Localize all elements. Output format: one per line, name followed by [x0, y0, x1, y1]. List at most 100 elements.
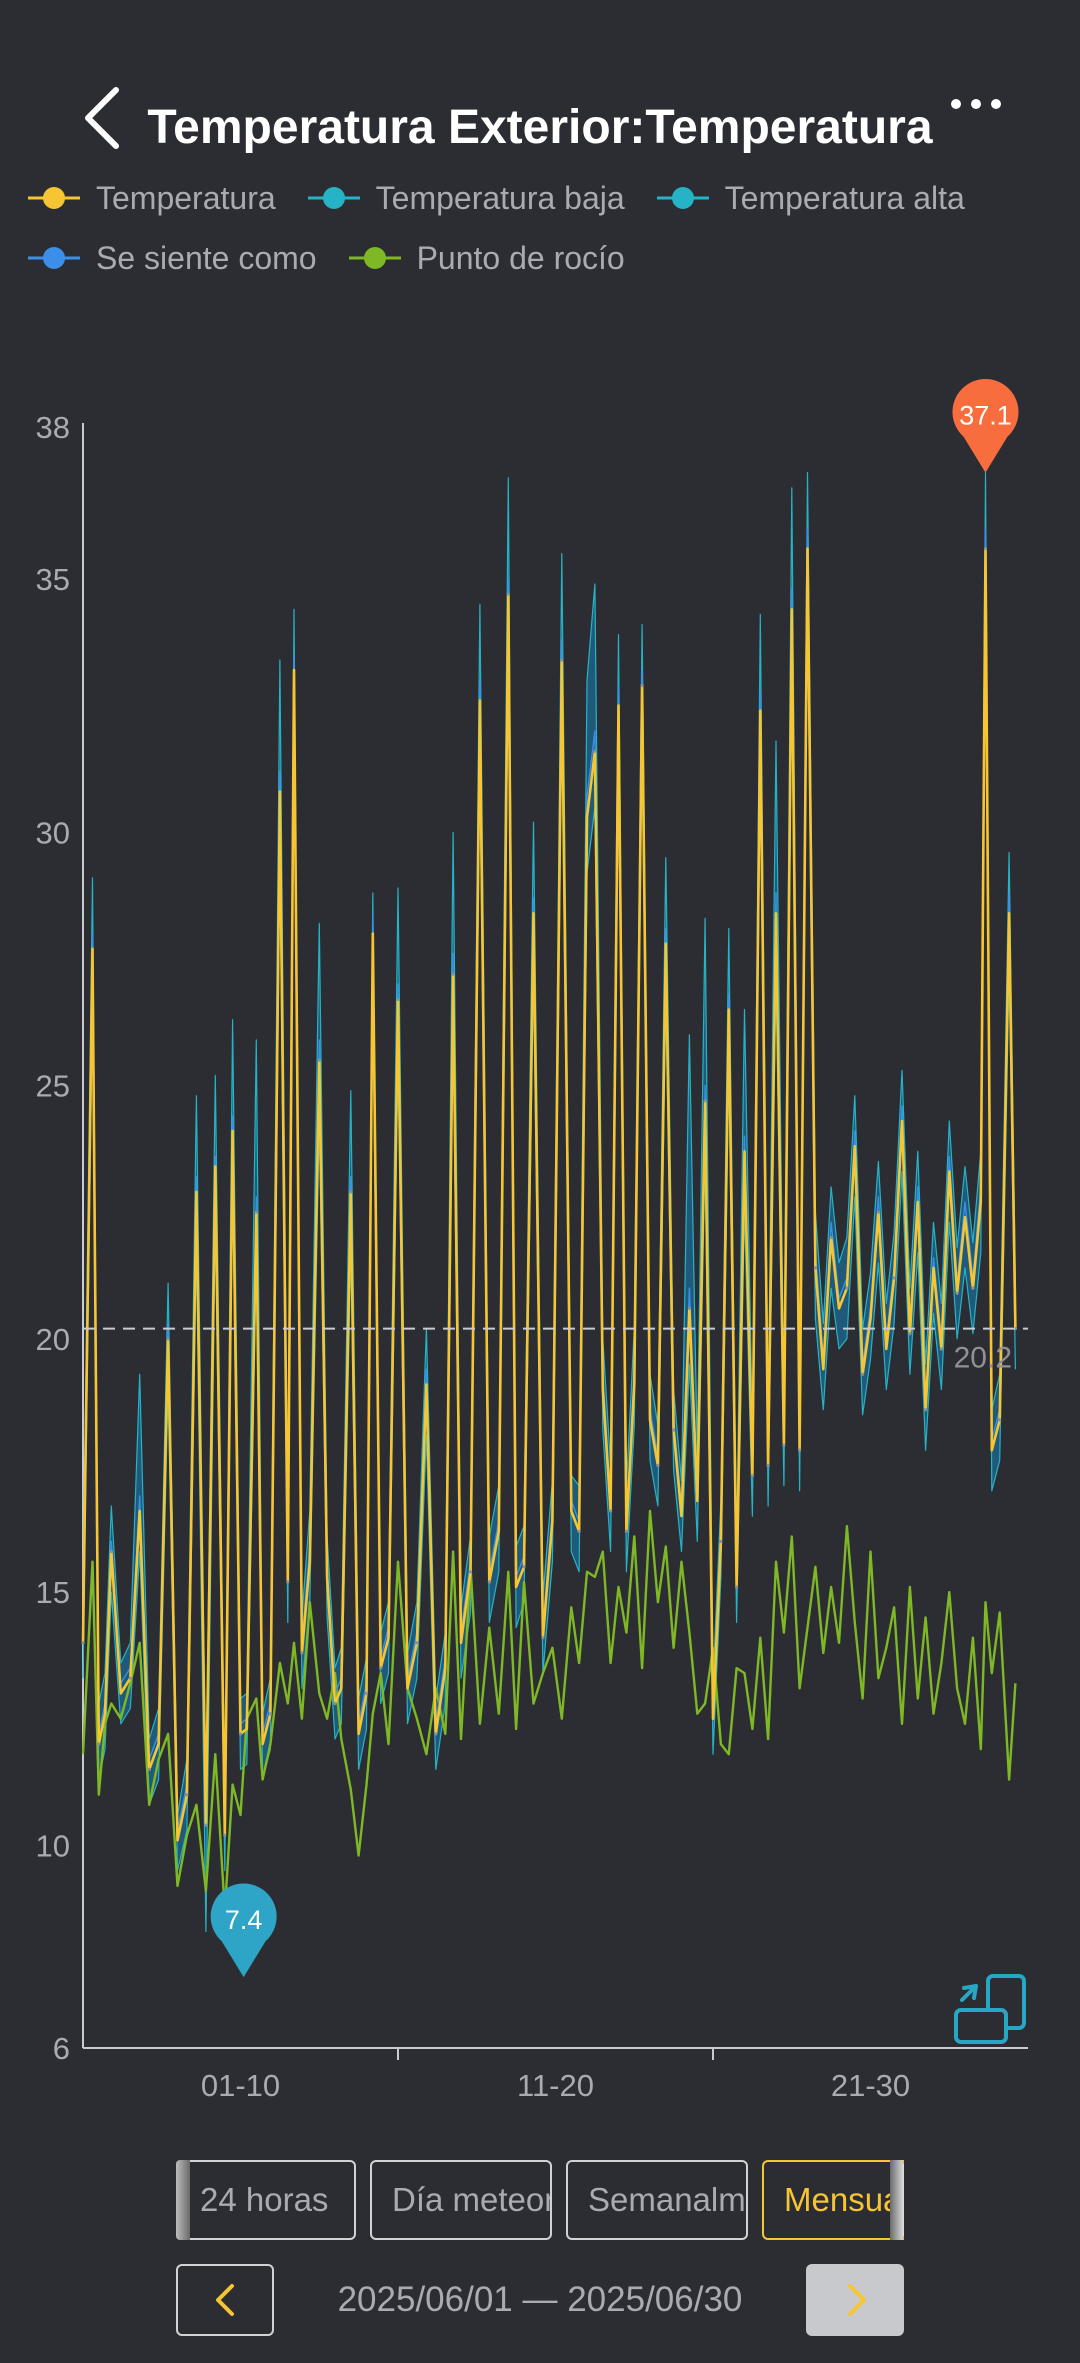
y-tick-label: 25: [36, 1069, 70, 1104]
header: Temperatura Exterior:Temperatura: [0, 0, 1080, 180]
data-point: [640, 683, 644, 687]
legend-punto-de-rocio-icon: [348, 247, 401, 269]
data-point: [766, 1463, 770, 1468]
legend-temperatura-baja-icon: [307, 187, 360, 209]
data-point: [939, 1347, 943, 1351]
data-point: [166, 1337, 170, 1341]
chevron-right-icon: [848, 2284, 866, 2316]
data-point: [541, 1636, 545, 1640]
temperature-chart[interactable]: 6 10 15 20 25 30 35 38 01-10 11-20 21-30 20.2 37.1 7.…: [0, 360, 1080, 2100]
data-point: [656, 1463, 660, 1468]
data-point: [415, 1641, 419, 1645]
data-point: [522, 1565, 526, 1569]
more-horizontal-icon: [951, 99, 1001, 109]
data-point: [317, 1058, 321, 1062]
legend-item-temperatura[interactable]: Temperatura: [26, 180, 276, 217]
data-point: [333, 1701, 337, 1706]
data-point: [506, 592, 510, 596]
x-tick-label: 11-20: [517, 2068, 594, 2100]
page-title: Temperatura Exterior:Temperatura: [147, 101, 933, 154]
data-point: [349, 1190, 353, 1194]
data-point: [286, 1580, 290, 1584]
data-point: [845, 1286, 849, 1290]
y-tick-label: 10: [36, 1828, 70, 1863]
data-point: [609, 1509, 613, 1513]
chevron-left-icon: [216, 2284, 234, 2316]
data-point: [998, 1418, 1002, 1422]
data-point: [813, 1266, 817, 1270]
series-line-temperatura-baja: [82, 603, 1016, 1933]
data-point: [254, 1210, 258, 1214]
data-point: [798, 1448, 802, 1452]
legend-label: Temperatura alta: [724, 179, 965, 216]
legend-temperatura-icon: [28, 187, 80, 209]
period-dia-meteorologico-button[interactable]: Día meteorológico: [370, 2160, 552, 2240]
rotate-screen-button[interactable]: [952, 1970, 1030, 2046]
data-point: [983, 546, 988, 551]
data-point: [924, 1408, 928, 1412]
data-point: [451, 972, 455, 976]
data-point: [908, 1332, 912, 1336]
data-point: [892, 1276, 896, 1280]
data-point: [468, 1570, 473, 1574]
data-point: [577, 1529, 581, 1533]
y-tick-label: 30: [36, 815, 70, 850]
data-point: [861, 1372, 865, 1376]
period-semanalmente-button[interactable]: Semanalmente: [566, 2160, 748, 2240]
legend-item-temperatura-baja[interactable]: Temperatura baja: [306, 180, 625, 217]
y-tick-label: 15: [36, 1575, 70, 1610]
legend-temperatura-alta-icon: [656, 187, 709, 209]
chart-legend: Temperatura Temperatura baja Temperatura…: [26, 168, 1066, 288]
legend-label: Temperatura: [96, 179, 276, 216]
y-tick-label: 35: [36, 562, 70, 597]
y-tick-label: 6: [53, 2031, 70, 2066]
data-point: [204, 1823, 208, 1827]
back-button[interactable]: [78, 84, 128, 154]
legend-se-siente-como-icon: [28, 247, 80, 269]
period-mensual-button[interactable]: Mensual: [762, 2160, 904, 2240]
scroll-fade-left: [176, 2160, 190, 2240]
data-point: [560, 658, 564, 662]
legend-item-temperatura-alta[interactable]: Temperatura alta: [655, 180, 965, 217]
data-point: [876, 1210, 880, 1214]
data-point: [735, 1585, 739, 1589]
data-point: [147, 1767, 151, 1771]
data-point: [185, 1793, 189, 1797]
data-point: [955, 1291, 959, 1295]
data-point: [624, 1529, 628, 1533]
x-tick-label: 21-30: [831, 2068, 910, 2100]
average-label: 20.2: [954, 1342, 1012, 1375]
data-point: [268, 1712, 273, 1716]
period-24-horas-button[interactable]: 24 horas: [176, 2160, 356, 2240]
data-point: [782, 1443, 786, 1447]
more-button[interactable]: [946, 84, 1010, 124]
scroll-fade-right: [890, 2160, 904, 2240]
data-point: [487, 1580, 491, 1584]
data-point: [128, 1676, 132, 1680]
legend-label: Se siente como: [96, 239, 317, 276]
data-point: [300, 1651, 304, 1655]
previous-period-button[interactable]: [176, 2264, 274, 2336]
data-point: [687, 1306, 691, 1311]
period-selector: 24 horas Día meteorológico Semanalmente …: [176, 2160, 904, 2240]
data-point: [223, 1833, 227, 1837]
data-point: [434, 1732, 438, 1736]
data-point: [109, 1549, 113, 1554]
legend-label: Temperatura baja: [375, 179, 625, 216]
data-point: [672, 1428, 676, 1432]
data-point: [719, 1539, 723, 1544]
next-period-button[interactable]: [806, 2264, 904, 2336]
series-line-temperatura: [81, 547, 1017, 1842]
max-marker-label: 37.1: [959, 401, 1012, 431]
x-tick-label: 01-10: [201, 2068, 280, 2100]
legend-item-se-siente-como[interactable]: Se siente como: [26, 240, 317, 277]
date-range-label: 2025/06/01 — 2025/06/30: [337, 2280, 743, 2319]
min-marker-pin: [210, 1883, 277, 1978]
data-point: [829, 1235, 833, 1240]
legend-label: Punto de rocío: [416, 239, 625, 276]
screen-rotate-icon: [954, 1974, 1026, 2044]
min-marker-label: 7.4: [225, 1905, 263, 1935]
data-point: [379, 1666, 383, 1670]
legend-item-punto-de-rocio[interactable]: Punto de rocío: [347, 240, 625, 277]
chevron-left-icon: [85, 87, 119, 149]
